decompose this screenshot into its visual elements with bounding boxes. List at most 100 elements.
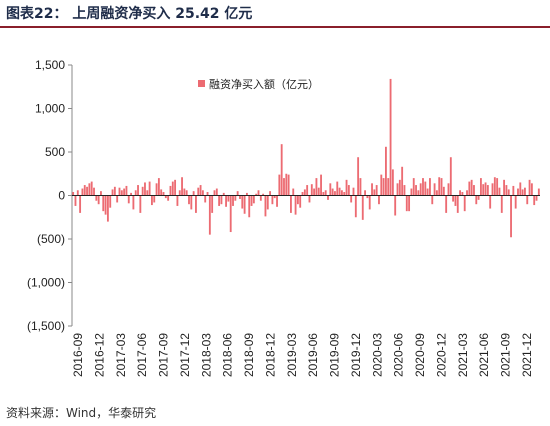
bar <box>278 174 281 196</box>
bar <box>185 190 188 196</box>
bar <box>296 195 299 205</box>
bar <box>375 185 378 196</box>
bar <box>373 189 376 196</box>
bar <box>303 189 306 196</box>
bar-series <box>72 78 540 238</box>
legend-swatch <box>198 80 205 87</box>
bar <box>104 195 107 215</box>
x-tick-label: 2020-03 <box>370 333 384 377</box>
bar <box>320 174 322 196</box>
bar <box>324 190 327 196</box>
bar <box>234 195 237 201</box>
x-tick-label: 2021-12 <box>520 333 534 377</box>
x-tick-label: 2018-09 <box>242 333 256 377</box>
bar <box>385 146 387 196</box>
bar <box>424 181 427 196</box>
bar <box>352 187 355 196</box>
bar <box>417 190 420 196</box>
bar <box>491 183 494 196</box>
bar <box>95 195 98 201</box>
bar <box>266 195 269 210</box>
x-tick-label: 2017-06 <box>135 333 149 377</box>
bar <box>378 195 380 205</box>
bar <box>130 192 132 196</box>
bar <box>197 187 200 196</box>
bar <box>503 179 506 196</box>
y-tick-label: 1,500 <box>35 58 65 72</box>
x-tick-label: 2021-06 <box>477 333 491 377</box>
x-tick-label: 2017-03 <box>114 333 128 377</box>
bar <box>440 178 443 196</box>
source-note: 资料来源：Wind，华泰研究 <box>6 406 157 420</box>
chart-title: 图表22： 上周融资净买入 25.42 亿元 <box>6 6 253 22</box>
bar <box>468 181 471 196</box>
bar <box>93 187 95 196</box>
bar <box>125 185 128 196</box>
bar <box>255 193 258 196</box>
bar <box>396 183 399 196</box>
bar <box>345 179 348 196</box>
bar <box>461 192 464 196</box>
x-tick-label: 2019-12 <box>349 333 363 377</box>
bar <box>317 187 320 196</box>
bar <box>530 183 533 196</box>
bar <box>79 195 82 213</box>
x-tick-label: 2021-03 <box>456 333 470 377</box>
bar <box>408 195 411 212</box>
bar <box>415 185 417 196</box>
bar <box>493 177 496 196</box>
bar <box>287 174 290 196</box>
bar <box>285 173 288 196</box>
bar <box>308 195 311 203</box>
bar <box>364 190 366 196</box>
bar <box>243 195 246 214</box>
bar <box>280 144 283 196</box>
bar <box>132 195 135 210</box>
bar <box>215 188 218 196</box>
bar <box>521 189 524 196</box>
bar <box>153 195 156 203</box>
bar <box>72 192 75 196</box>
bar <box>359 178 362 196</box>
bar <box>111 189 114 196</box>
bar <box>528 179 531 196</box>
bar <box>382 178 385 196</box>
bar <box>486 185 489 196</box>
x-tick-label: 2016-09 <box>71 333 85 377</box>
y-tick-label: (500) <box>37 232 65 246</box>
bar <box>449 157 452 196</box>
bar <box>419 183 422 196</box>
bar <box>442 186 445 196</box>
x-tick-label: 2020-09 <box>413 333 427 377</box>
bar <box>252 195 255 204</box>
chart-header: 图表22： 上周融资净买入 25.42 亿元 <box>0 0 550 28</box>
bar <box>403 185 406 196</box>
bar <box>183 188 186 196</box>
x-tick-label: 2019-06 <box>306 333 320 377</box>
bar <box>239 195 241 199</box>
bar <box>463 195 466 212</box>
bar <box>537 188 540 196</box>
bar <box>206 192 209 196</box>
bar <box>334 191 336 196</box>
bar <box>322 192 325 196</box>
bar <box>473 185 475 196</box>
bar <box>109 195 112 208</box>
bar <box>489 195 492 209</box>
bar <box>533 195 536 206</box>
bar <box>120 190 123 196</box>
bar <box>438 177 441 196</box>
bar <box>218 195 221 206</box>
bar <box>456 195 459 213</box>
bar <box>482 184 485 196</box>
x-tick-label: 2016-12 <box>92 333 106 377</box>
bar <box>454 195 457 206</box>
bar <box>405 195 408 212</box>
y-tick-label: (1,500) <box>27 319 65 333</box>
bar <box>208 195 211 235</box>
bar <box>475 195 478 205</box>
bar <box>512 185 515 196</box>
x-axis: 2016-09 2016-12 2017-03 2017-06 2017-09 2017-… <box>71 333 534 377</box>
bar <box>431 195 434 205</box>
